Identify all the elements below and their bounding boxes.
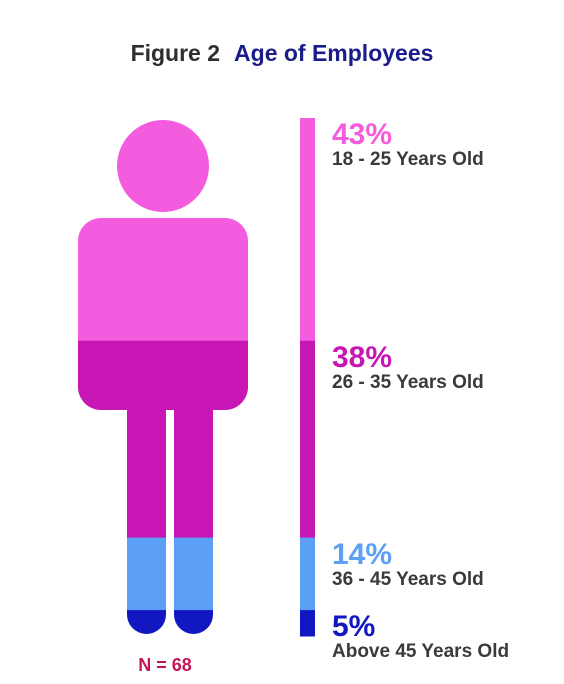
percent-label: 43%: [332, 118, 393, 151]
person-band-3: [78, 537, 248, 611]
figure-number: Figure 2: [130, 40, 221, 66]
percent-label: 5%: [332, 610, 376, 644]
sample-size-label: N = 68: [138, 655, 192, 675]
person-band-2: [78, 340, 248, 539]
age-group-label: Above 45 Years Old: [332, 641, 510, 663]
bar-segment-3: [300, 537, 315, 611]
age-bar: [300, 118, 315, 637]
bar-segment-2: [300, 340, 315, 539]
age-group-label: 26 - 35 Years Old: [332, 371, 484, 393]
person-band-4: [78, 610, 248, 634]
percent-label: 14%: [332, 537, 393, 571]
person-band-1: [78, 120, 248, 342]
chart-title: Figure 2 Age of Employees: [0, 40, 564, 67]
percent-label: 38%: [332, 340, 393, 374]
bar-segment-4: [300, 610, 315, 637]
age-group-label: 18 - 25 Years Old: [332, 149, 484, 170]
age-group-label: 36 - 45 Years Old: [332, 568, 484, 590]
figure-title: Age of Employees: [234, 40, 434, 66]
person-color-bands: [78, 120, 248, 634]
bar-segment-1: [300, 118, 315, 342]
